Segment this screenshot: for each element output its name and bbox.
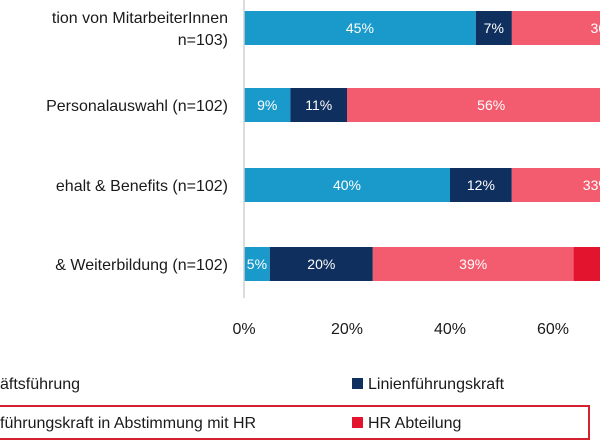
category-labels: tion von MitarbeiterInnen n=103) Personala… (46, 10, 228, 274)
data-label-3-0: 5% (247, 256, 267, 272)
x-tick-label-0: 0% (232, 321, 255, 338)
x-tick-label-2: 40% (434, 321, 466, 338)
legend: äftsführung Linienführungskraft führungskr… (0, 376, 590, 440)
category-label-2-0: ehalt & Benefits (n=102) (56, 178, 228, 195)
data-label-3-2: 39% (459, 256, 487, 272)
bar-segment-0-0 (244, 11, 476, 45)
category-label-1-0: Personalauswahl (n=102) (46, 98, 228, 115)
category-label-0-1: n=103) (178, 32, 228, 49)
data-label-2-2: 33% (583, 177, 600, 193)
data-label-0-1: 7% (484, 20, 504, 36)
bar-segment-3-1 (269, 247, 373, 281)
legend-label-2: führungskraft in Abstimmung mit HR (0, 415, 256, 432)
legend-label-1: Linienführungskraft (368, 376, 505, 393)
bar-segment-3-3 (573, 247, 600, 281)
bar-segment-2-2 (511, 168, 600, 202)
legend-label-3: HR Abteilung (368, 415, 461, 432)
legend-label-0: äftsführung (0, 376, 80, 393)
data-label-0-0: 45% (346, 20, 374, 36)
data-label-1-0: 9% (257, 97, 277, 113)
x-tick-label-3: 60% (537, 321, 569, 338)
data-label-1-1: 11% (305, 97, 332, 113)
data-label-0-2: 36% (590, 20, 600, 36)
data-label-2-1: 12% (467, 177, 495, 193)
x-tick-label-1: 20% (331, 321, 363, 338)
category-label-3-0: & Weiterbildung (n=102) (55, 257, 228, 274)
bar-segment-2-1 (450, 168, 512, 202)
legend-swatch-3 (352, 417, 363, 428)
bar-segment-1-1 (290, 88, 348, 122)
bar-segment-1-0 (244, 88, 291, 122)
legend-swatch-1 (352, 378, 363, 389)
bar-segment-3-2 (372, 247, 574, 281)
x-axis-ticks: 0% 20% 40% 60% (232, 321, 569, 338)
data-label-3-1: 20% (307, 256, 335, 272)
data-label-2-0: 40% (333, 177, 361, 193)
bar-segment-3-0 (244, 247, 270, 281)
bar-segment-2-0 (244, 168, 450, 202)
bars-layer: 45% 7% 36% 9% 11% 56% 40% 12% 33% 5% 20% 39% (244, 11, 600, 281)
category-label-0-0: tion von MitarbeiterInnen (52, 10, 228, 27)
bar-segment-0-1 (475, 11, 512, 45)
data-label-1-2: 56% (477, 97, 505, 113)
bar-segment-1-2 (347, 88, 600, 122)
bar-segment-0-2 (511, 11, 600, 45)
legend-highlight-box (0, 405, 590, 440)
